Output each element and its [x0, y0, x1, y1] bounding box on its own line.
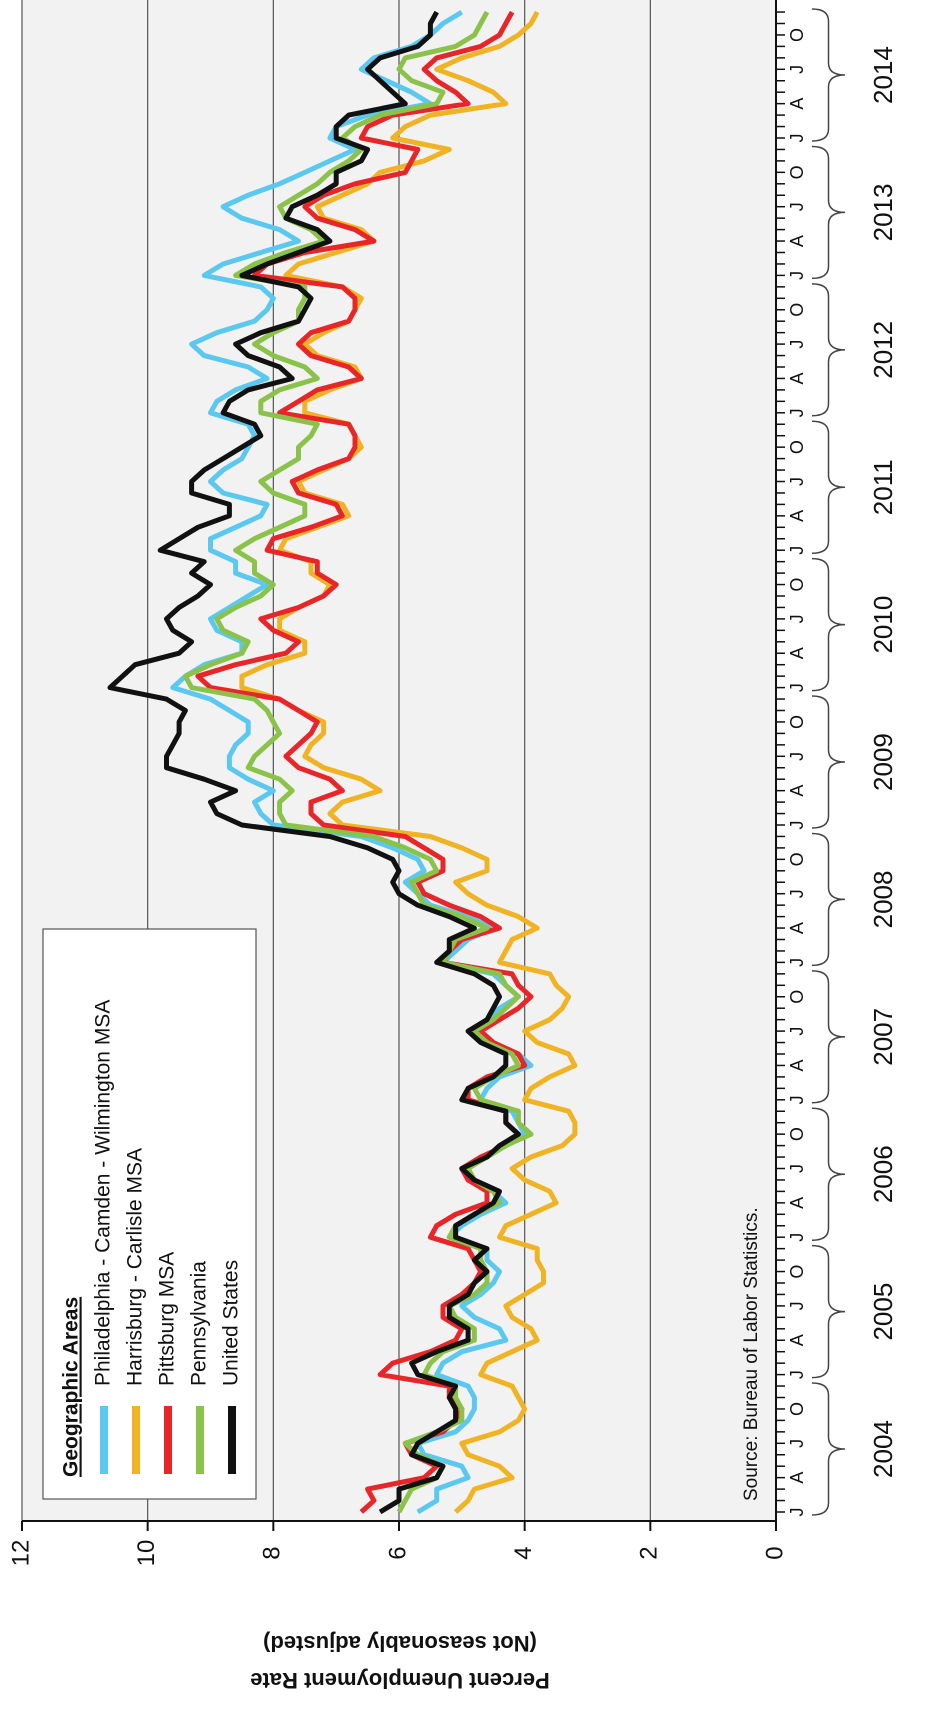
x-tick-label: O: [787, 1265, 807, 1279]
legend-title: Geographic Areas: [60, 1297, 83, 1477]
year-brace: [811, 1107, 846, 1241]
x-tick-label: J: [787, 134, 807, 143]
year-label: 2007: [868, 1008, 898, 1066]
year-brace: [811, 8, 846, 142]
year-label: 2008: [868, 871, 898, 929]
x-tick-label: A: [787, 1472, 807, 1484]
source-note: Source: Bureau of Labor Statistics.: [741, 1207, 762, 1501]
year-brace: [811, 1382, 846, 1516]
x-tick-label: O: [787, 303, 807, 317]
series-line: [170, 9, 534, 1515]
x-tick-label: J: [787, 1508, 807, 1517]
y-tick-label: 2: [636, 1546, 663, 1559]
x-tick-label: J: [787, 65, 807, 74]
legend-label: Pennsylvania: [188, 1261, 211, 1386]
x-tick-label: J: [787, 477, 807, 486]
series-line: [107, 10, 521, 1515]
x-tick-label: O: [787, 1402, 807, 1416]
legend-label: Philadelphia - Camden - Wilmington MSA: [92, 1000, 115, 1386]
x-tick-label: J: [787, 1095, 807, 1104]
year-brace: [811, 1244, 846, 1379]
x-tick-label: J: [787, 1439, 807, 1448]
y-tick-label: 4: [510, 1546, 537, 1559]
x-tick-label: J: [787, 614, 807, 623]
y-tick-label: 0: [761, 1546, 788, 1559]
year-brace: [811, 695, 846, 829]
x-tick-label: O: [787, 165, 807, 179]
x-tick-label: J: [787, 683, 807, 692]
x-tick-label: A: [787, 785, 807, 797]
x-tick-label: O: [787, 990, 807, 1004]
x-tick-label: J: [787, 821, 807, 830]
year-brace: [811, 970, 846, 1104]
x-tick-label: J: [787, 546, 807, 555]
x-tick-label: O: [787, 1127, 807, 1141]
x-tick-label: O: [787, 440, 807, 454]
x-tick-label: A: [787, 1059, 807, 1071]
legend-label: United States: [220, 1260, 243, 1386]
year-brace: [811, 557, 846, 692]
legend-box: [42, 928, 257, 1500]
x-tick-label: A: [787, 922, 807, 934]
year-label: 2006: [868, 1145, 898, 1203]
y-tick-label: 10: [133, 1540, 160, 1567]
x-tick-label: J: [787, 958, 807, 967]
y-axis-title: (Not seasonably adjusted): [263, 1631, 537, 1656]
year-label: 2005: [868, 1283, 898, 1341]
x-tick-label: A: [787, 1197, 807, 1209]
x-tick-label: J: [787, 752, 807, 761]
x-tick-label: J: [787, 1027, 807, 1036]
x-tick-label: A: [787, 1334, 807, 1346]
year-label: 2013: [868, 184, 898, 242]
y-tick-label: 12: [7, 1540, 34, 1567]
year-brace: [811, 420, 846, 554]
year-brace: [811, 283, 846, 417]
y-tick-label: 6: [384, 1546, 411, 1559]
x-tick-label: J: [787, 1233, 807, 1242]
series-line: [239, 10, 578, 1514]
year-label: 2011: [868, 459, 898, 515]
year-brace: [811, 145, 846, 280]
x-tick-label: A: [787, 372, 807, 384]
x-tick-label: O: [787, 852, 807, 866]
x-tick-label: J: [787, 202, 807, 211]
legend-label: Harrisburg - Carlisle MSA: [124, 1148, 147, 1386]
legend-label: Pittsburg MSA: [156, 1252, 179, 1386]
x-tick-label: O: [787, 28, 807, 42]
year-brace: [811, 832, 846, 967]
x-tick-label: A: [787, 98, 807, 110]
year-label: 2004: [868, 1420, 898, 1478]
y-axis-title: Percent Unemployment Rate: [250, 1668, 550, 1693]
x-tick-label: J: [787, 1301, 807, 1310]
year-label: 2009: [868, 733, 898, 791]
x-tick-label: J: [787, 1164, 807, 1173]
x-tick-label: J: [787, 408, 807, 417]
x-tick-label: O: [787, 578, 807, 592]
year-label: 2014: [868, 46, 898, 104]
x-tick-label: O: [787, 715, 807, 729]
x-tick-label: A: [787, 235, 807, 247]
year-label: 2010: [868, 596, 898, 654]
x-tick-label: J: [787, 1370, 807, 1379]
x-tick-label: J: [787, 271, 807, 280]
series-line: [182, 10, 534, 1514]
x-tick-label: J: [787, 889, 807, 898]
y-tick-label: 8: [259, 1546, 286, 1559]
x-tick-label: A: [787, 510, 807, 522]
x-tick-label: J: [787, 340, 807, 349]
x-tick-label: A: [787, 647, 807, 659]
year-label: 2012: [868, 321, 898, 379]
